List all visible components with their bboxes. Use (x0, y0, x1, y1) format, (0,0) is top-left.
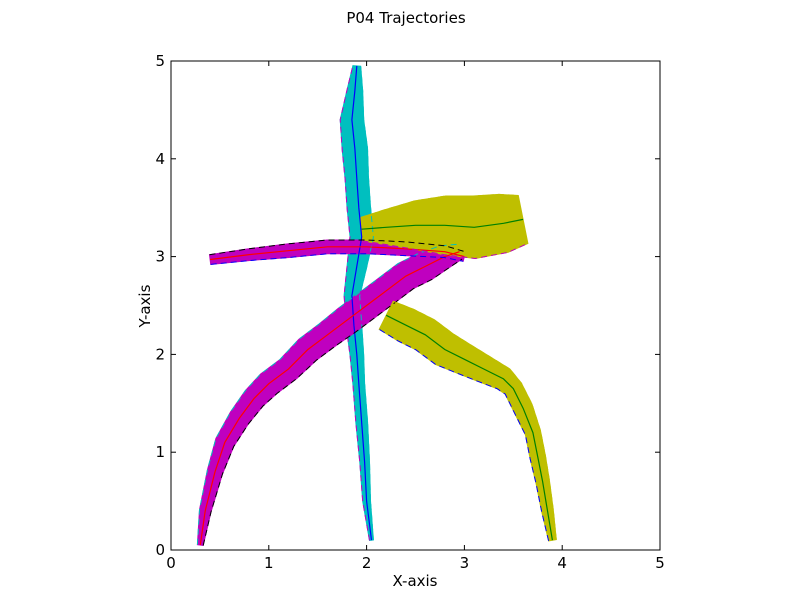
line-series-2 (210, 246, 465, 261)
dashed-bound-2-0 (209, 239, 466, 256)
y-tick-label: 3 (155, 248, 165, 266)
x-tick-label: 3 (460, 554, 470, 572)
line-series-3 (385, 314, 553, 541)
y-axis-label: Y-axis (136, 284, 154, 328)
chart-title: P04 Trajectories (346, 9, 465, 27)
x-tick-label: 2 (362, 554, 372, 572)
x-tick-label: 1 (264, 554, 274, 572)
dashed-bound-3-0 (378, 328, 550, 542)
x-tick-label: 4 (557, 554, 567, 572)
y-tick-label: 0 (155, 541, 165, 559)
plot-frame (170, 60, 661, 551)
dashed-bound-2-1 (210, 253, 464, 265)
y-tick-label: 5 (155, 52, 165, 70)
x-tick-label: 0 (166, 554, 176, 572)
dashed-bound-0-0 (339, 65, 370, 541)
dashed-bound-4-1 (362, 240, 529, 260)
dashed-bound-3-1 (393, 300, 557, 540)
axis-ticks: 0 1 2 3 4 5 0 1 2 3 4 5 (155, 52, 664, 572)
line-series-0 (351, 65, 373, 541)
x-axis-label: X-axis (393, 572, 438, 590)
band-series-1 (196, 243, 463, 547)
band-series-3 (378, 300, 557, 542)
uncertainty-bands (196, 65, 557, 547)
trajectory-lines (196, 65, 557, 546)
y-tick-label: 2 (155, 345, 165, 363)
dashed-bound-4-0 (360, 193, 519, 218)
x-tick-label: 5 (655, 554, 665, 572)
dashed-bound-1-0 (196, 243, 458, 545)
line-series-4 (361, 218, 524, 230)
y-tick-label: 1 (155, 443, 165, 461)
y-tick-label: 4 (155, 150, 165, 168)
dashed-bound-1-1 (202, 258, 463, 546)
line-series-1 (199, 251, 460, 546)
